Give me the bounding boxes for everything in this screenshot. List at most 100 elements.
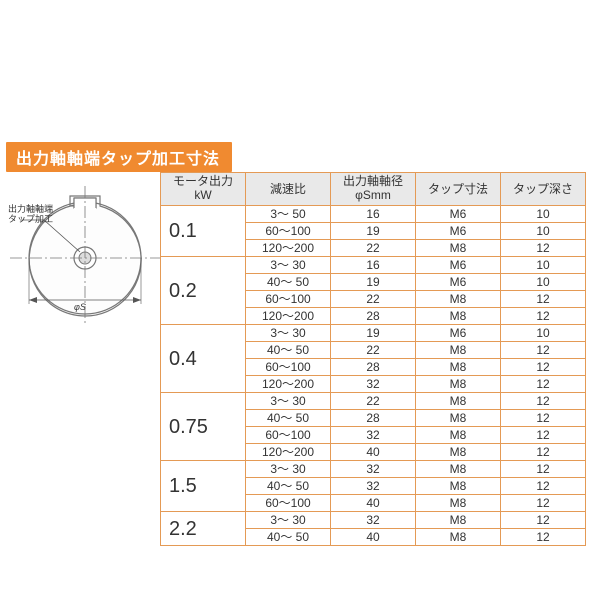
cell-motor: 1.5	[161, 461, 246, 512]
cell-tap: M6	[416, 206, 501, 223]
cell-tap: M6	[416, 223, 501, 240]
page: 出力軸軸端タップ加工寸法	[0, 0, 600, 600]
cell-ratio: 3～ 30	[246, 257, 331, 274]
cell-depth: 12	[501, 427, 586, 444]
cell-depth: 12	[501, 444, 586, 461]
table-row: 2.23～ 3032M812	[161, 512, 586, 529]
cell-ratio: 40～ 50	[246, 342, 331, 359]
cell-shaft: 16	[331, 206, 416, 223]
col-header-motor: モータ出力kW	[161, 173, 246, 206]
table-row: 0.23～ 3016M610	[161, 257, 586, 274]
cell-ratio: 120～200	[246, 444, 331, 461]
cell-ratio: 60～100	[246, 427, 331, 444]
cell-ratio: 3～ 30	[246, 393, 331, 410]
cell-depth: 12	[501, 376, 586, 393]
cell-shaft: 22	[331, 240, 416, 257]
cell-shaft: 19	[331, 274, 416, 291]
cell-depth: 12	[501, 393, 586, 410]
cell-shaft: 40	[331, 529, 416, 546]
cell-shaft: 19	[331, 325, 416, 342]
cell-shaft: 22	[331, 291, 416, 308]
table-row: 0.753～ 3022M812	[161, 393, 586, 410]
cell-shaft: 22	[331, 342, 416, 359]
cell-depth: 12	[501, 529, 586, 546]
cell-ratio: 60～100	[246, 291, 331, 308]
cell-depth: 12	[501, 308, 586, 325]
diagram-label-tap-1: 出力軸軸端	[8, 204, 53, 214]
cell-tap: M6	[416, 325, 501, 342]
cell-shaft: 28	[331, 410, 416, 427]
cell-shaft: 32	[331, 512, 416, 529]
col-header-ratio: 減速比	[246, 173, 331, 206]
col-header-shaft: 出力軸軸径φSmm	[331, 173, 416, 206]
table-row: 0.13～ 5016M610	[161, 206, 586, 223]
cell-tap: M6	[416, 257, 501, 274]
cell-motor: 0.75	[161, 393, 246, 461]
cell-tap: M8	[416, 495, 501, 512]
cell-tap: M8	[416, 342, 501, 359]
cell-shaft: 32	[331, 427, 416, 444]
table-row: 1.53～ 3032M812	[161, 461, 586, 478]
spec-table: モータ出力kW 減速比 出力軸軸径φSmm タップ寸法 タップ深さ 0.13～ …	[160, 172, 586, 546]
cell-ratio: 3～ 30	[246, 512, 331, 529]
col-header-tap: タップ寸法	[416, 173, 501, 206]
diagram-label-phi-s: φS	[74, 302, 86, 312]
cell-depth: 12	[501, 291, 586, 308]
cell-ratio: 120～200	[246, 240, 331, 257]
cell-tap: M8	[416, 427, 501, 444]
cell-depth: 12	[501, 410, 586, 427]
cell-ratio: 40～ 50	[246, 478, 331, 495]
cell-ratio: 120～200	[246, 308, 331, 325]
col-header-depth: タップ深さ	[501, 173, 586, 206]
diagram-label-tap-2: タップ加工	[8, 214, 53, 224]
cell-tap: M8	[416, 376, 501, 393]
section-title: 出力軸軸端タップ加工寸法	[6, 142, 232, 172]
cell-depth: 10	[501, 325, 586, 342]
table-header-row: モータ出力kW 減速比 出力軸軸径φSmm タップ寸法 タップ深さ	[161, 173, 586, 206]
table-row: 0.43～ 3019M610	[161, 325, 586, 342]
cell-shaft: 32	[331, 461, 416, 478]
cell-ratio: 3～ 30	[246, 325, 331, 342]
cell-depth: 12	[501, 240, 586, 257]
cell-depth: 12	[501, 478, 586, 495]
cell-tap: M6	[416, 274, 501, 291]
cell-ratio: 60～100	[246, 495, 331, 512]
cell-ratio: 40～ 50	[246, 410, 331, 427]
cell-depth: 12	[501, 512, 586, 529]
cell-shaft: 40	[331, 444, 416, 461]
cell-shaft: 40	[331, 495, 416, 512]
cell-depth: 10	[501, 274, 586, 291]
cell-tap: M8	[416, 529, 501, 546]
cell-tap: M8	[416, 291, 501, 308]
cell-depth: 12	[501, 461, 586, 478]
cell-ratio: 3～ 50	[246, 206, 331, 223]
cell-ratio: 3～ 30	[246, 461, 331, 478]
cell-motor: 0.2	[161, 257, 246, 325]
cell-depth: 12	[501, 495, 586, 512]
cell-depth: 10	[501, 257, 586, 274]
cell-tap: M8	[416, 444, 501, 461]
cell-tap: M8	[416, 359, 501, 376]
cell-ratio: 40～ 50	[246, 529, 331, 546]
cell-ratio: 60～100	[246, 223, 331, 240]
cell-shaft: 32	[331, 376, 416, 393]
cell-motor: 2.2	[161, 512, 246, 546]
cell-shaft: 32	[331, 478, 416, 495]
cell-motor: 0.1	[161, 206, 246, 257]
cell-shaft: 19	[331, 223, 416, 240]
cell-ratio: 120～200	[246, 376, 331, 393]
cell-tap: M8	[416, 512, 501, 529]
shaft-end-diagram: 出力軸軸端 タップ加工 φS	[10, 180, 160, 330]
cell-tap: M8	[416, 478, 501, 495]
cell-ratio: 60～100	[246, 359, 331, 376]
cell-depth: 10	[501, 223, 586, 240]
cell-shaft: 16	[331, 257, 416, 274]
cell-depth: 12	[501, 342, 586, 359]
cell-ratio: 40～ 50	[246, 274, 331, 291]
cell-tap: M8	[416, 240, 501, 257]
cell-tap: M8	[416, 461, 501, 478]
cell-tap: M8	[416, 393, 501, 410]
cell-shaft: 28	[331, 308, 416, 325]
cell-motor: 0.4	[161, 325, 246, 393]
cell-depth: 10	[501, 206, 586, 223]
